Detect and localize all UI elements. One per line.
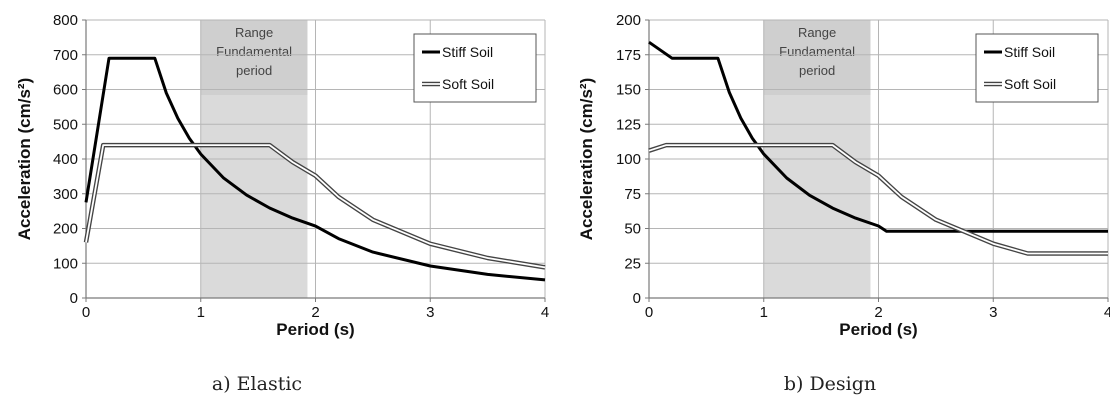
series-stiff-soil-line — [648, 40, 1108, 233]
x-tick-label: 0 — [645, 304, 653, 321]
y-tick-label: 800 — [53, 12, 78, 29]
y-tick-label: 100 — [53, 255, 78, 272]
band-label-line: Fundamental — [216, 44, 292, 59]
chart-elastic: Range Fundamental period 0 100 200 300 400 500 60… — [15, 12, 549, 395]
x-tick-label: 3 — [426, 304, 434, 321]
band-label-line: period — [236, 63, 272, 78]
x-tick-label: 4 — [1104, 304, 1110, 321]
y-tick-label: 600 — [53, 82, 78, 99]
band-label-area — [200, 20, 308, 95]
y-tick-label: 25 — [624, 255, 641, 272]
series-stiff-soil-line — [84, 56, 546, 282]
x-tick-label: 2 — [311, 304, 319, 321]
y-axis-title: Acceleration (cm/s²) — [15, 78, 34, 241]
legend-soft-soil-label: Soft Soil — [442, 76, 494, 92]
x-tick-label: 1 — [197, 304, 205, 321]
x-tick-label: 0 — [82, 304, 90, 321]
y-tick-label: 125 — [616, 116, 641, 133]
y-tick-label: 300 — [53, 186, 78, 203]
y-tick-label: 75 — [624, 186, 641, 203]
legend-stiff-soil-label: Stiff Soil — [442, 44, 493, 60]
x-axis-title: Period (s) — [839, 320, 917, 339]
band-label-line: Range — [235, 25, 273, 40]
band-label-area — [763, 20, 871, 95]
x-tick-label: 2 — [874, 304, 882, 321]
band-label-line: Fundamental — [779, 44, 855, 59]
legend: Stiff Soil Soft Soil — [413, 33, 537, 103]
y-tick-label: 0 — [70, 290, 78, 307]
y-axis-title: Acceleration (cm/s²) — [577, 78, 596, 241]
legend-box — [413, 33, 537, 103]
y-tick-label: 200 — [616, 12, 641, 29]
x-tick-label: 4 — [541, 304, 549, 321]
legend-soft-soil-label: Soft Soil — [1004, 76, 1056, 92]
x-tick-label: 1 — [760, 304, 768, 321]
legend-stiff-soil-label: Stiff Soil — [1004, 44, 1055, 60]
band-label-line: period — [799, 63, 835, 78]
chart-caption: a) Elastic — [212, 373, 302, 395]
x-axis-title: Period (s) — [276, 320, 354, 339]
y-tick-label: 100 — [616, 151, 641, 168]
x-tick-label: 3 — [989, 304, 997, 321]
legend-box — [975, 33, 1099, 103]
y-tick-label: 50 — [624, 221, 641, 238]
series-soft-soil-line-inner — [648, 144, 1108, 255]
band-label-line: Range — [798, 25, 836, 40]
chart-caption: b) Design — [784, 373, 876, 395]
y-tick-label: 400 — [53, 151, 78, 168]
y-tick-label: 175 — [616, 47, 641, 64]
legend: Stiff Soil Soft Soil — [975, 33, 1099, 103]
y-tick-label: 150 — [616, 82, 641, 99]
y-tick-label: 700 — [53, 47, 78, 64]
series-soft-soil-line-inner — [85, 144, 546, 269]
y-tick-label: 200 — [53, 221, 78, 238]
y-tick-label: 0 — [633, 290, 641, 307]
chart-design: Range Fundamental period 0 25 50 75 100 125 150 17… — [577, 12, 1110, 395]
y-tick-label: 500 — [53, 116, 78, 133]
